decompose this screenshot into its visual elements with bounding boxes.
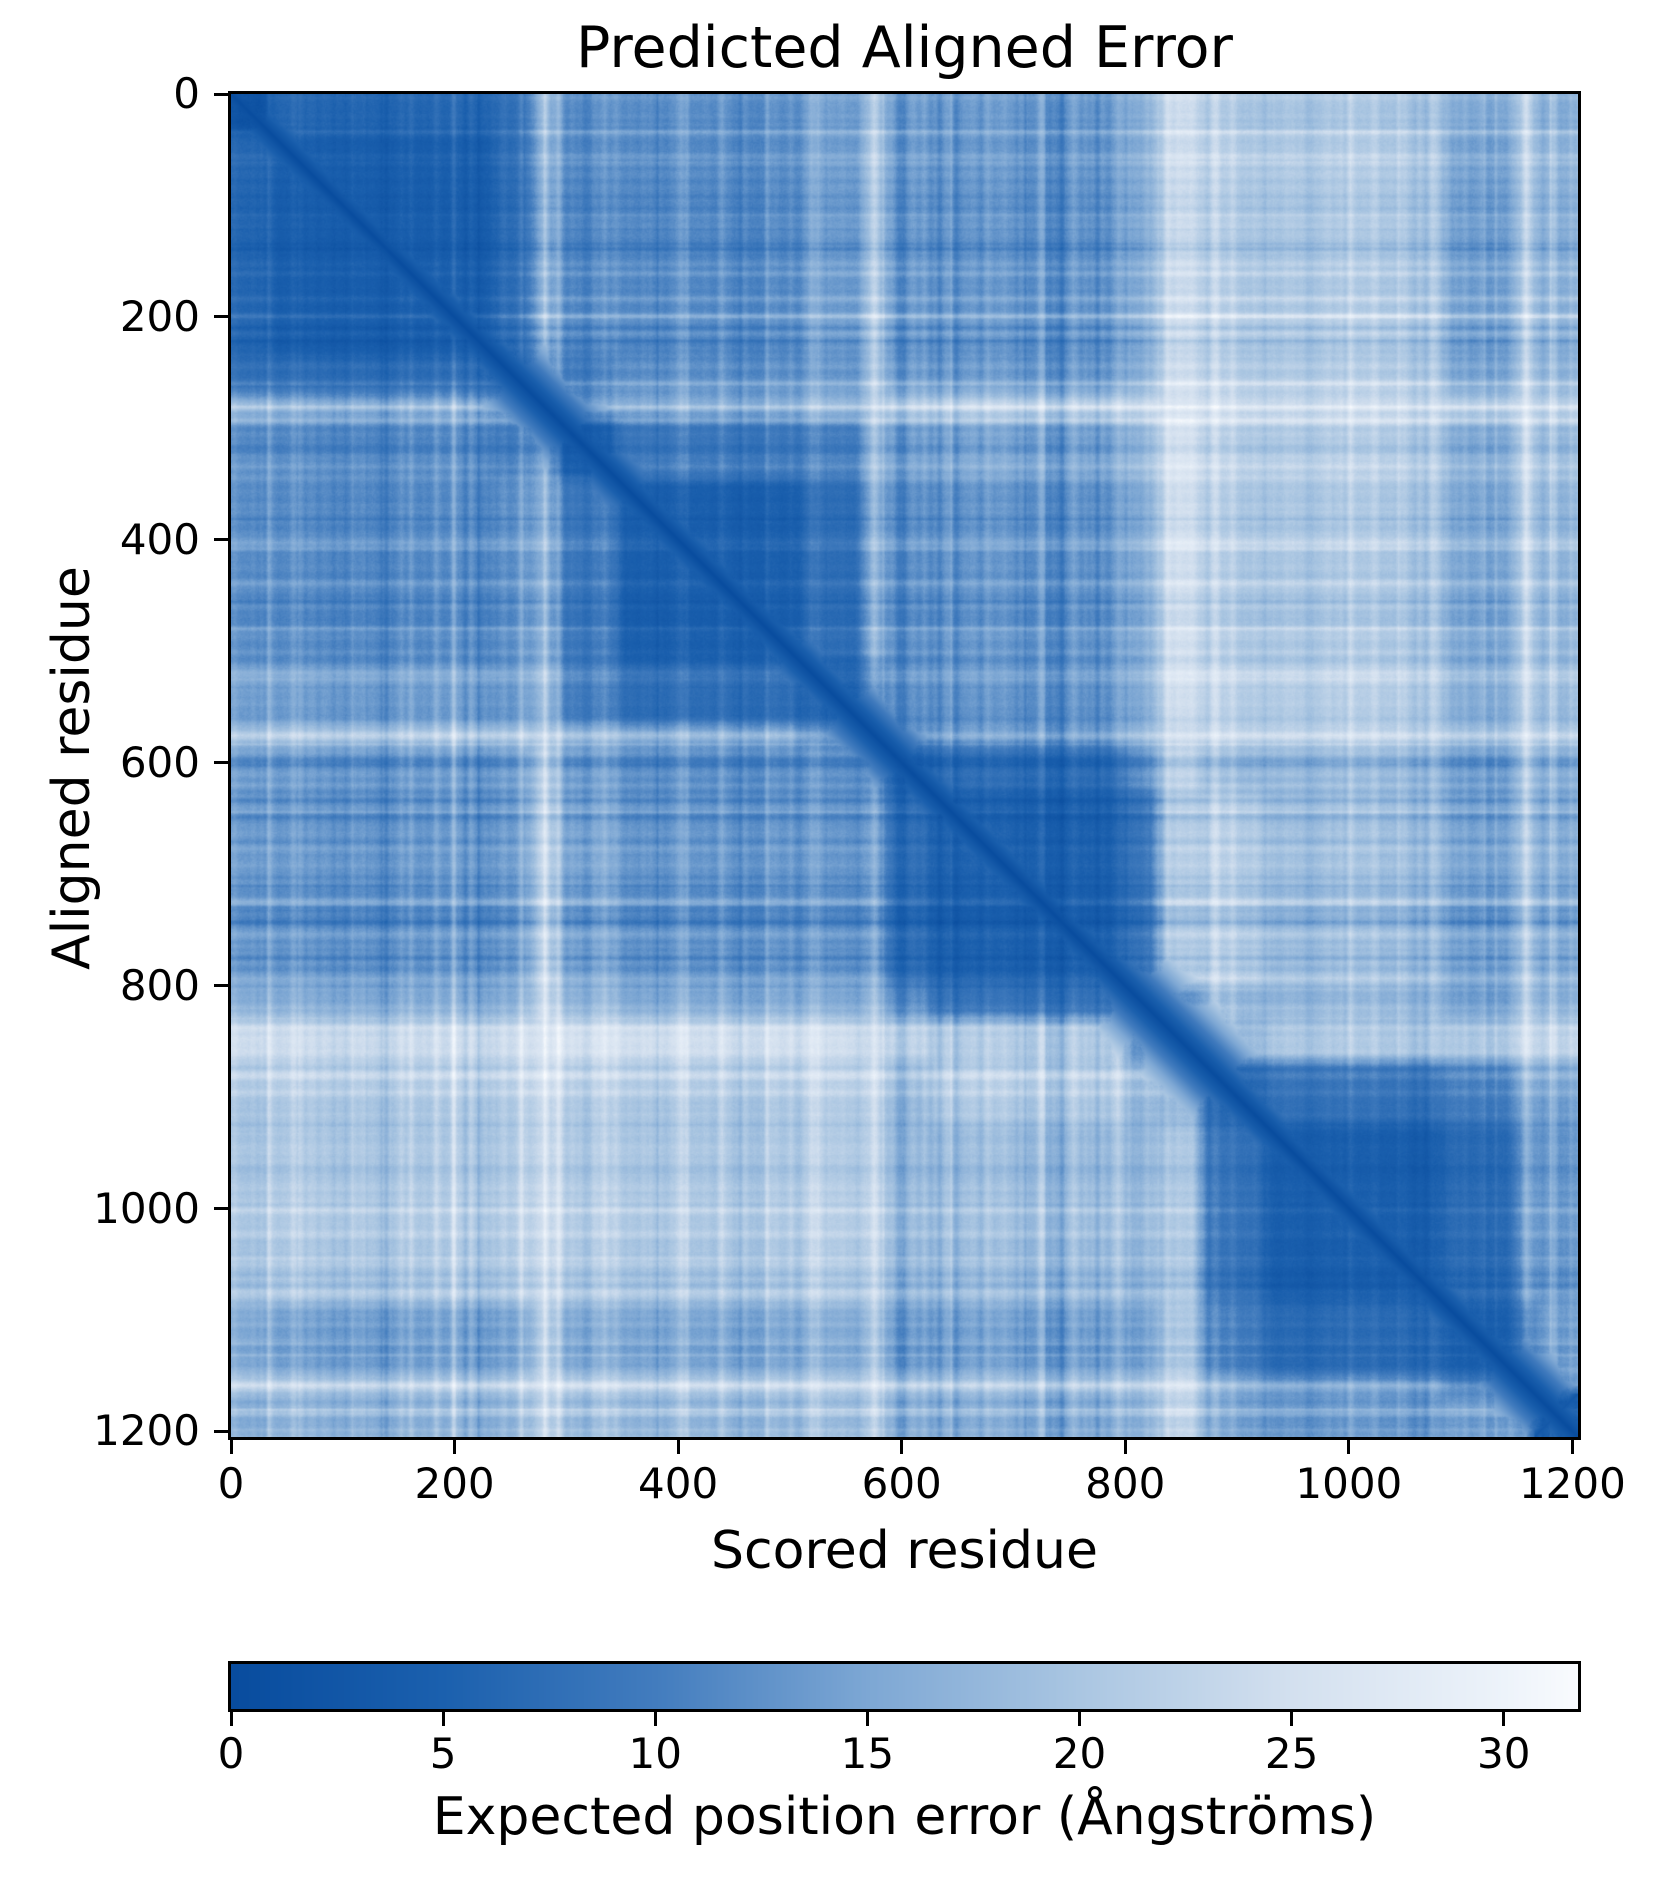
x-axis-tick <box>453 1440 457 1454</box>
y-axis-tick-label: 800 <box>119 960 200 1010</box>
x-axis-tick <box>1347 1440 1351 1454</box>
colorbar-tick-label: 10 <box>628 1729 682 1778</box>
y-axis-tick-label: 0 <box>173 69 200 118</box>
x-axis-tick <box>229 1440 233 1454</box>
x-axis-tick-label: 400 <box>638 1459 719 1508</box>
colorbar-tick-label: 0 <box>217 1729 245 1778</box>
y-axis-tick <box>214 1429 228 1433</box>
colorbar-tick <box>1290 1712 1294 1726</box>
x-axis-tick <box>900 1440 904 1454</box>
colorbar-gradient-canvas <box>231 1664 1578 1709</box>
y-axis-tick-label: 1000 <box>93 1183 200 1233</box>
y-axis-tick <box>214 1207 228 1211</box>
y-axis-tick-label: 200 <box>119 291 200 341</box>
x-axis-tick <box>676 1440 680 1454</box>
x-axis-tick-label: 800 <box>1085 1459 1166 1508</box>
y-axis-tick <box>214 92 228 96</box>
plot-title: Predicted Aligned Error <box>576 15 1233 81</box>
colorbar-tick-label: 15 <box>840 1729 895 1778</box>
pae-heatmap-canvas <box>231 94 1578 1437</box>
y-axis-tick <box>214 538 228 542</box>
x-axis-tick <box>1123 1440 1127 1454</box>
y-axis-tick <box>214 761 228 765</box>
colorbar <box>228 1661 1581 1712</box>
y-axis-tick-label: 1200 <box>93 1406 200 1456</box>
colorbar-tick-label: 20 <box>1052 1729 1107 1778</box>
y-axis-tick-label: 400 <box>119 514 200 564</box>
colorbar-tick-label: 25 <box>1264 1729 1319 1778</box>
heatmap-axes <box>228 91 1581 1440</box>
x-axis-tick-label: 0 <box>217 1459 245 1508</box>
x-axis-tick-label: 1200 <box>1518 1459 1626 1508</box>
colorbar-tick <box>865 1712 869 1726</box>
colorbar-tick <box>653 1712 657 1726</box>
colorbar-tick <box>441 1712 445 1726</box>
x-axis-tick-label: 200 <box>414 1459 495 1508</box>
colorbar-tick <box>1502 1712 1506 1726</box>
colorbar-tick <box>1078 1712 1081 1726</box>
x-axis-label: Scored residue <box>711 1521 1098 1581</box>
colorbar-tick-label: 5 <box>429 1729 457 1778</box>
y-axis-tick <box>214 315 228 319</box>
y-axis-tick-label: 600 <box>119 737 200 787</box>
colorbar-tick <box>229 1712 233 1726</box>
colorbar-label: Expected position error (Ångströms) <box>432 1787 1377 1847</box>
x-axis-tick-label: 1000 <box>1295 1459 1403 1508</box>
x-axis-tick-label: 600 <box>861 1459 942 1508</box>
x-axis-tick <box>1570 1440 1574 1454</box>
y-axis-tick <box>214 984 228 988</box>
y-axis-label: Aligned residue <box>42 566 102 970</box>
colorbar-tick-label: 30 <box>1477 1729 1531 1778</box>
